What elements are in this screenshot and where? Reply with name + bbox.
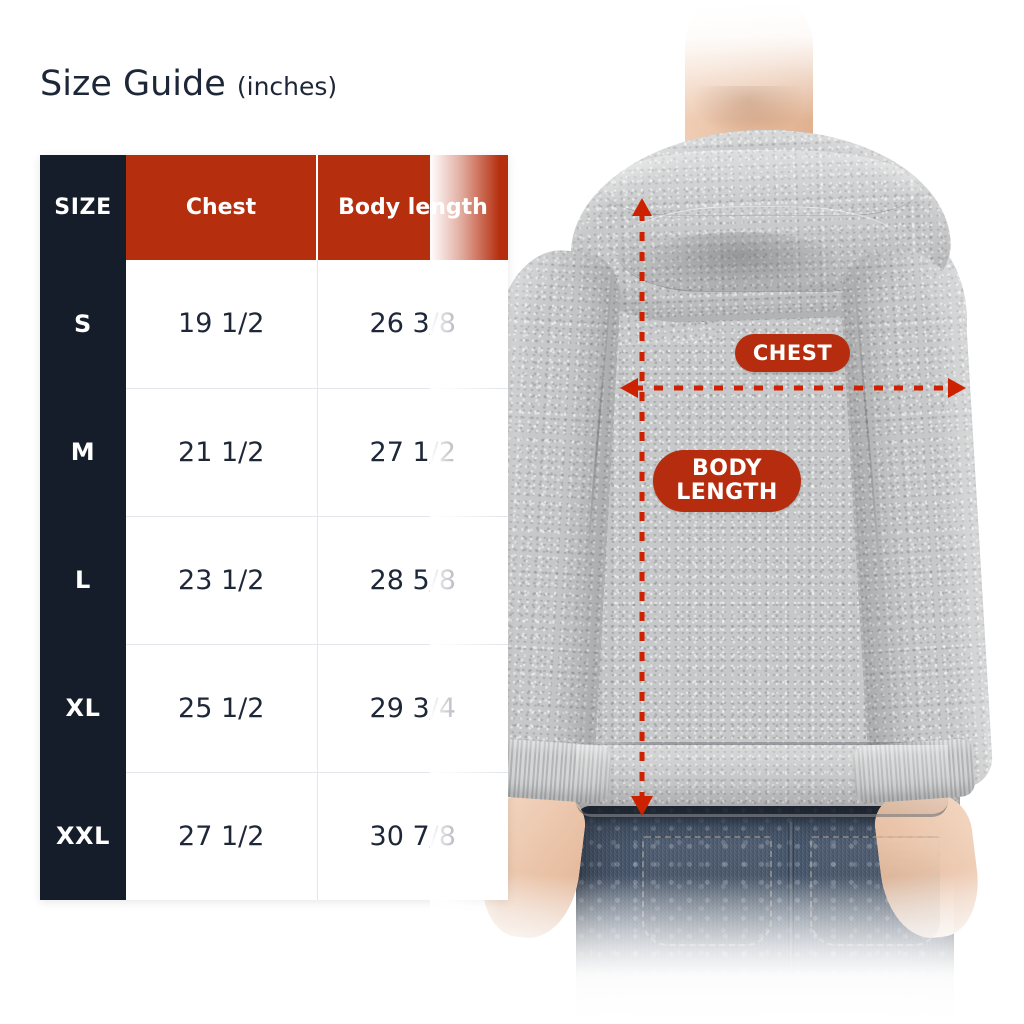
cell-chest: 25 1/2 <box>126 644 318 773</box>
photo-fade-right <box>984 0 1024 1024</box>
chest-callout-badge: CHEST <box>735 334 850 372</box>
table-row: S 19 1/2 26 3/8 <box>40 260 508 389</box>
size-table-wrapper: SIZE Chest Body length S 19 1/2 26 3/8 M 21 … <box>40 155 508 900</box>
cell-body-length: 29 3/4 <box>317 644 508 773</box>
cell-chest: 27 1/2 <box>126 772 318 900</box>
table-row: XXL 27 1/2 30 7/8 <box>40 772 508 900</box>
size-table: SIZE Chest Body length S 19 1/2 26 3/8 M 21 … <box>40 155 508 900</box>
table-row: XL 25 1/2 29 3/4 <box>40 644 508 773</box>
column-header-size: SIZE <box>40 155 126 260</box>
chest-callout-label: CHEST <box>752 340 833 365</box>
page-title-main: Size Guide <box>40 64 226 104</box>
hoodie-hem-band <box>576 745 948 817</box>
hoodie-hood-fold-upper <box>602 150 920 216</box>
size-table-head: SIZE Chest Body length <box>40 155 508 260</box>
cell-body-length: 28 5/8 <box>317 516 508 645</box>
page-title-unit: (inches) <box>236 72 338 101</box>
jeans-waistband <box>576 806 954 828</box>
table-row: M 21 1/2 27 1/2 <box>40 388 508 517</box>
jeans-fade-wash <box>576 880 954 1024</box>
cell-size: S <box>40 260 126 389</box>
table-row: L 23 1/2 28 5/8 <box>40 516 508 645</box>
column-header-body-length: Body length <box>316 155 508 260</box>
hoodie-hem-seam <box>580 742 944 745</box>
cell-chest: 23 1/2 <box>126 516 318 645</box>
cell-body-length: 26 3/8 <box>317 260 508 389</box>
cell-chest: 19 1/2 <box>126 260 318 389</box>
cell-size: XL <box>40 644 126 773</box>
hoodie-hood-inner-shadow <box>642 232 838 290</box>
body-length-callout-line2: LENGTH <box>676 480 778 505</box>
cell-body-length: 27 1/2 <box>317 388 508 517</box>
cell-size: XXL <box>40 772 126 900</box>
page-title: Size Guide (inches) <box>40 64 337 104</box>
cell-size: M <box>40 388 126 517</box>
size-table-body: S 19 1/2 26 3/8 M 21 1/2 27 1/2 L 23 1/2 28 5/8 X… <box>40 260 508 900</box>
body-length-callout-line1: BODY <box>691 456 763 482</box>
body-length-callout-badge: BODY LENGTH <box>653 450 801 512</box>
table-header-row: SIZE Chest Body length <box>40 155 508 260</box>
cell-size: L <box>40 516 126 645</box>
cell-chest: 21 1/2 <box>126 388 318 517</box>
cell-body-length: 30 7/8 <box>317 772 508 900</box>
column-header-chest: Chest <box>126 155 317 260</box>
hoodie-photo <box>430 0 1024 1024</box>
